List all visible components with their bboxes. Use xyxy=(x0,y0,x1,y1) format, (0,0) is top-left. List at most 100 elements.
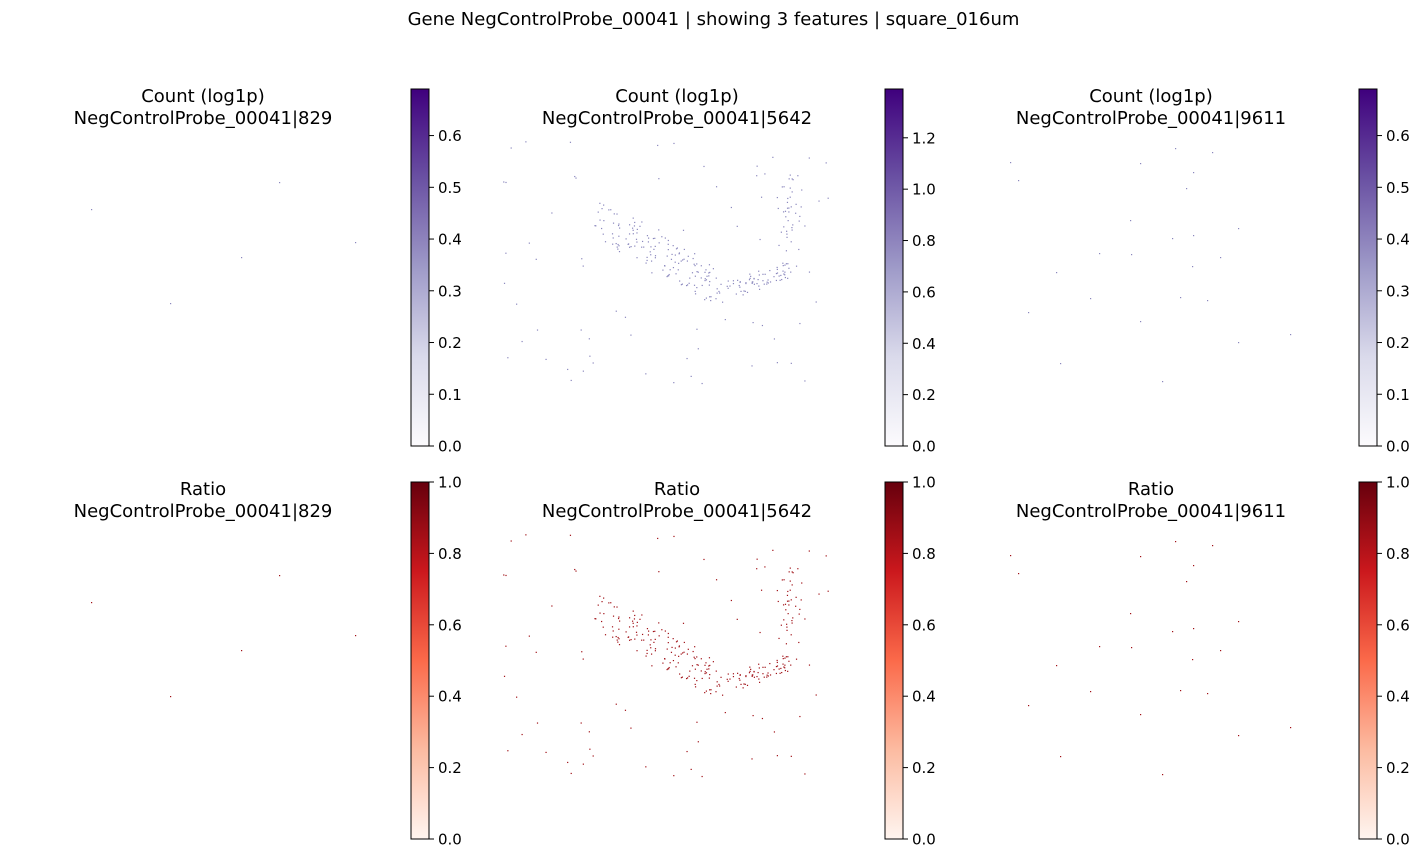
scatter-point xyxy=(673,382,675,384)
scatter-point xyxy=(760,589,763,591)
scatter-point xyxy=(670,258,673,260)
scatter-point xyxy=(170,303,172,305)
scatter-point xyxy=(1238,735,1240,737)
scatter-point xyxy=(693,677,696,679)
scatter-point xyxy=(667,243,669,245)
scatter-point xyxy=(91,602,93,604)
scatter-point xyxy=(791,191,793,193)
colorbar-tick-label: 0.8 xyxy=(912,545,936,563)
scatter-point xyxy=(582,265,584,267)
scatter-point xyxy=(761,717,764,720)
scatter-point xyxy=(618,628,620,630)
scatter-point xyxy=(355,635,357,637)
scatter-point xyxy=(740,683,742,686)
scatter-point xyxy=(670,651,673,653)
scatter-point xyxy=(795,596,797,598)
scatter-point xyxy=(696,656,698,658)
scatter-point xyxy=(694,658,696,660)
scatter-point xyxy=(628,246,631,248)
scatter-point xyxy=(787,277,789,279)
scatter-point xyxy=(608,602,610,604)
scatter-point xyxy=(818,593,820,595)
scatter-point xyxy=(778,275,780,277)
scatter-point xyxy=(785,250,788,252)
scatter-point xyxy=(742,294,744,296)
scatter-point xyxy=(682,622,685,624)
scatter-point xyxy=(808,157,810,159)
scatter-point xyxy=(706,668,708,670)
scatter-point xyxy=(528,635,530,637)
scatter-point xyxy=(646,628,649,630)
scatter-point xyxy=(786,207,789,209)
scatter-point xyxy=(630,639,632,641)
scatter-point xyxy=(739,281,741,283)
scatter-point xyxy=(601,227,603,230)
scatter-point xyxy=(503,181,505,183)
scatter-point xyxy=(808,550,810,552)
scatter-point xyxy=(783,273,785,275)
scatter-point xyxy=(675,666,677,668)
scatter-point xyxy=(1172,238,1174,240)
scatter-point xyxy=(716,288,718,290)
scatter-point xyxy=(694,253,696,255)
scatter-point xyxy=(1056,665,1058,667)
scatter-point xyxy=(744,290,746,292)
scatter-point xyxy=(632,622,634,624)
scatter-point xyxy=(618,235,620,237)
scatter-point xyxy=(784,264,786,266)
scatter-point xyxy=(650,639,652,641)
scatter-point xyxy=(791,584,793,586)
scatter-point xyxy=(764,666,766,668)
panel-count-9611: Count (log1p)NegControlProbe_00041|9611 0… xyxy=(1010,86,1410,456)
scatter-point xyxy=(1192,266,1194,268)
scatter-point xyxy=(616,606,618,608)
scatter-point xyxy=(786,236,788,238)
scatter-point xyxy=(1186,581,1188,583)
colorbar-tick-label: 1.0 xyxy=(1386,474,1410,492)
scatter-point xyxy=(742,687,744,689)
scatter-point xyxy=(798,220,800,222)
scatter-point xyxy=(582,658,584,660)
figure-suptitle: Gene NegControlProbe_00041 | showing 3 f… xyxy=(407,9,1020,30)
scatter-point xyxy=(1212,545,1214,547)
scatter-point xyxy=(618,616,620,618)
scatter-point xyxy=(636,625,638,627)
scatter-point xyxy=(797,175,799,177)
panel-count-5642: Count (log1p)NegControlProbe_00041|5642 0… xyxy=(503,86,936,456)
panel-title-line2: NegControlProbe_00041|829 xyxy=(74,108,333,129)
scatter-point xyxy=(776,266,778,269)
scatter-point xyxy=(601,620,603,623)
scatter-point xyxy=(1238,228,1240,230)
scatter-point xyxy=(599,219,601,221)
scatter-point xyxy=(686,284,689,286)
scatter-point xyxy=(667,636,669,638)
scatter-point xyxy=(758,274,760,276)
scatter-point xyxy=(692,257,694,260)
scatter-point xyxy=(636,650,638,652)
scatter-point xyxy=(516,696,518,698)
scatter-point xyxy=(1140,556,1142,558)
scatter-point xyxy=(602,626,604,628)
scatter-point xyxy=(1186,188,1188,190)
colorbar-tick-label: 0.2 xyxy=(1386,759,1410,777)
scatter-point xyxy=(775,672,778,675)
scatter-point xyxy=(536,329,539,331)
scatter-point xyxy=(746,291,749,294)
scatter-point xyxy=(595,225,597,227)
scatter-point xyxy=(1172,631,1174,633)
scatter-point xyxy=(789,174,791,176)
scatter-point xyxy=(705,690,707,692)
colorbar-tick-label: 0.4 xyxy=(1386,231,1410,249)
scatter-point xyxy=(1018,573,1020,575)
scatter-point xyxy=(775,665,778,668)
scatter-point xyxy=(645,766,647,768)
scatter-point xyxy=(788,600,790,602)
scatter-point xyxy=(745,282,747,285)
scatter-point xyxy=(618,223,620,225)
scatter-point xyxy=(639,618,641,620)
scatter-point xyxy=(773,731,776,733)
colorbar-tick-label: 0.4 xyxy=(438,688,462,706)
scatter-point xyxy=(790,599,792,601)
scatter-point xyxy=(789,196,791,198)
